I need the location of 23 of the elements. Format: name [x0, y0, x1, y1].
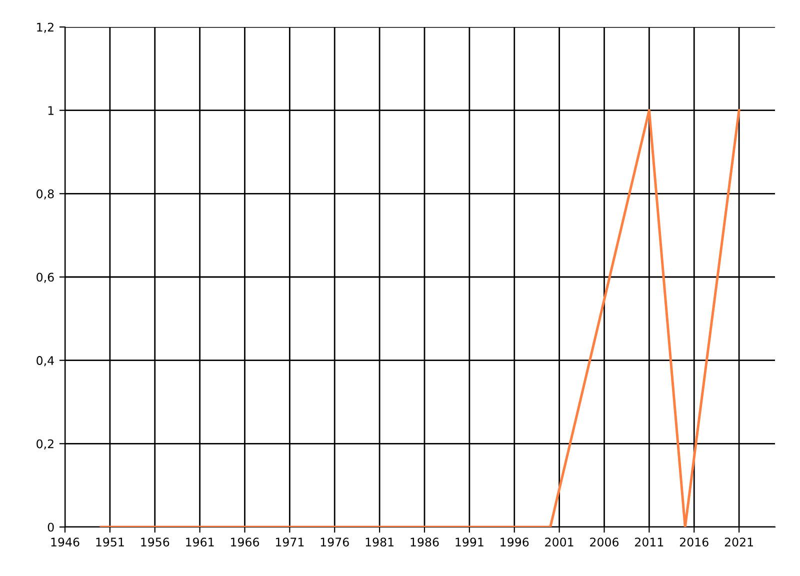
y-tick-label: 1,2 — [37, 22, 54, 33]
x-tick-label: 1961 — [186, 538, 214, 547]
y-tick-label: 0,6 — [36, 272, 54, 283]
y-tick-label: 0 — [48, 522, 54, 532]
x-tick-label: 2001 — [545, 538, 574, 547]
x-tick-label: 2021 — [724, 538, 753, 547]
x-tick-label: 1991 — [456, 538, 484, 547]
x-tick-label: 1946 — [51, 538, 80, 547]
x-tick-label: 1976 — [320, 538, 349, 547]
x-tick-label: 1971 — [276, 538, 304, 547]
x-tick-label: 2006 — [590, 538, 619, 547]
y-tick-label: 0,2 — [36, 439, 54, 450]
x-tick-label: 1981 — [366, 538, 394, 547]
x-tick-label: 1986 — [410, 538, 439, 547]
x-tick-label: 1966 — [231, 538, 260, 547]
x-tick-label: 2011 — [635, 538, 664, 547]
x-tick-label: 1951 — [96, 538, 124, 547]
x-tick-label: 1956 — [141, 538, 170, 547]
y-tick-label: 1 — [48, 106, 54, 115]
y-tick-label: 0,8 — [36, 189, 54, 200]
y-tick-label: 0,4 — [36, 356, 54, 366]
x-tick-label: 1996 — [500, 538, 529, 547]
x-tick-label: 2016 — [680, 538, 708, 547]
